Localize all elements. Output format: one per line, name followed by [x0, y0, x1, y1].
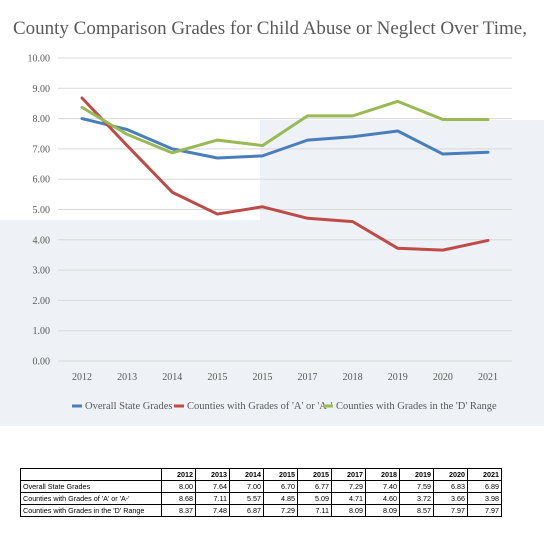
series-line-3 [80, 99, 490, 155]
y-tick-label: 10.00 [28, 54, 51, 65]
x-tick-label: 2020 [433, 372, 453, 383]
x-tick-label: 2021 [478, 372, 498, 383]
table-cell: 6.83 [433, 480, 468, 493]
x-tick-label: 2017 [298, 372, 318, 383]
table-cell: 3.72 [399, 492, 434, 505]
table-cell: 4.71 [331, 492, 366, 505]
y-tick-label: 5.00 [33, 205, 51, 216]
table-column-header: 2021 [467, 468, 502, 481]
table-column-header: 2012 [161, 468, 196, 481]
table-column-header: 2014 [229, 468, 264, 481]
x-axis-ticks: 2012 2013 2014 2015 2015 2017 2018 2019 2020 2021 [72, 372, 498, 383]
x-tick-label: 2015 [207, 372, 227, 383]
table-row-label: Counties with Grades of 'A' or 'A-' [20, 492, 162, 505]
y-tick-label: 8.00 [33, 114, 51, 125]
legend-label: Counties with Grades of 'A' or 'A-' [187, 401, 332, 412]
table-cell: 6.87 [229, 504, 264, 517]
data-table: 2012 2013 2014 2015 2015 2017 2018 2019 2020 2021… [20, 468, 502, 517]
table-cell: 7.00 [229, 480, 264, 493]
x-tick-label: 2018 [343, 372, 363, 383]
table-column-header: 2015 [297, 468, 332, 481]
table-cell: 7.29 [263, 504, 298, 517]
table-cell: 8.00 [161, 480, 196, 493]
table-cell: 7.11 [297, 504, 332, 517]
table-body: Overall State Grades 8.00 7.64 7.00 6.70 6.77… [20, 480, 502, 517]
table-cell: 5.57 [229, 492, 264, 505]
table-cell: 3.98 [467, 492, 502, 505]
y-tick-label: 7.00 [33, 144, 51, 155]
table-cell: 4.60 [365, 492, 400, 505]
x-tick-label: 2015 [252, 372, 272, 383]
table-header-row: 2012 2013 2014 2015 2015 2017 2018 2019 2020 2021 [20, 468, 502, 481]
table-cell: 8.57 [399, 504, 434, 517]
series-line-2 [80, 96, 490, 252]
table-cell: 8.09 [365, 504, 400, 517]
table-column-header: 2015 [263, 468, 298, 481]
table-cell: 7.11 [195, 492, 230, 505]
y-tick-label: 6.00 [33, 175, 51, 186]
series-line-1 [80, 117, 490, 160]
y-tick-label: 0.00 [33, 357, 51, 368]
table-cell: 3.66 [433, 492, 468, 505]
y-tick-label: 2.00 [33, 296, 51, 307]
line-chart: County Comparison Grades for Child Abuse… [13, 18, 527, 412]
table-corner [20, 468, 162, 481]
x-tick-label: 2013 [117, 372, 137, 383]
chart-title: County Comparison Grades for Child Abuse… [13, 18, 527, 39]
table-cell: 4.85 [263, 492, 298, 505]
y-tick-label: 4.00 [33, 235, 51, 246]
table-cell: 5.09 [297, 492, 332, 505]
table-cell: 6.89 [467, 480, 502, 493]
x-tick-label: 2012 [72, 372, 92, 383]
y-tick-label: 1.00 [33, 326, 51, 337]
table-column-header: 2018 [365, 468, 400, 481]
x-tick-label: 2014 [162, 372, 182, 383]
table-column-header: 2019 [399, 468, 434, 481]
table-cell: 6.70 [263, 480, 298, 493]
series-lines [80, 96, 490, 252]
legend: Overall State Grades Counties with Grades… [72, 401, 497, 412]
y-tick-label: 9.00 [33, 84, 51, 95]
gridlines [58, 57, 512, 362]
table-row-label: Overall State Grades [20, 480, 162, 493]
table-cell: 7.40 [365, 480, 400, 493]
table-cell: 7.97 [433, 504, 468, 517]
table-column-header: 2020 [433, 468, 468, 481]
table-cell: 7.64 [195, 480, 230, 493]
table-cell: 7.97 [467, 504, 502, 517]
table-row: Counties with Grades of 'A' or 'A-' 8.68 7… [20, 492, 502, 505]
table-row: Counties with Grades in the 'D' Range 8.3… [20, 504, 502, 517]
table-cell: 7.59 [399, 480, 434, 493]
table-cell: 8.09 [331, 504, 366, 517]
table-row: Overall State Grades 8.00 7.64 7.00 6.70 6.77… [20, 480, 502, 493]
table-cell: 7.29 [331, 480, 366, 493]
y-tick-label: 3.00 [33, 266, 51, 277]
y-axis-ticks: 0.00 1.00 2.00 3.00 4.00 5.00 6.00 7.00 8.00 9.00… [28, 54, 51, 368]
x-tick-label: 2019 [388, 372, 408, 383]
table-cell: 8.37 [161, 504, 196, 517]
table-column-header: 2013 [195, 468, 230, 481]
table-cell: 6.77 [297, 480, 332, 493]
table-row-label: Counties with Grades in the 'D' Range [20, 504, 162, 517]
table-cell: 7.48 [195, 504, 230, 517]
legend-label: Overall State Grades [85, 401, 172, 412]
table-column-header: 2017 [331, 468, 366, 481]
table-cell: 8.68 [161, 492, 196, 505]
legend-label: Counties with Grades in the 'D' Range [336, 401, 497, 412]
